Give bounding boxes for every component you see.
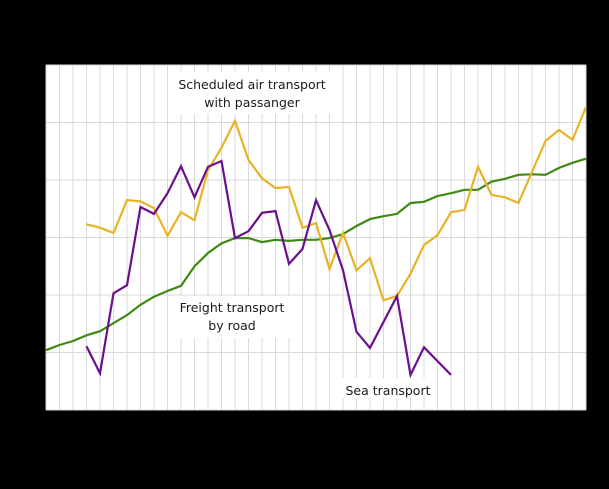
sea-label: Sea transport: [345, 383, 430, 398]
series-lines: [45, 106, 588, 379]
gridlines: [45, 64, 587, 411]
road-label-line2: by road: [208, 318, 255, 333]
road-label-line1: Freight transport: [180, 300, 285, 315]
air-label-line1: Scheduled air transport: [178, 77, 325, 92]
series-line-0: [45, 157, 587, 352]
air-label-bg: [172, 72, 332, 114]
road-label-bg: [172, 296, 292, 338]
series-line-2: [85, 159, 452, 379]
sea-label-bg: [340, 378, 436, 398]
air-label-line2: with passanger: [204, 95, 300, 110]
